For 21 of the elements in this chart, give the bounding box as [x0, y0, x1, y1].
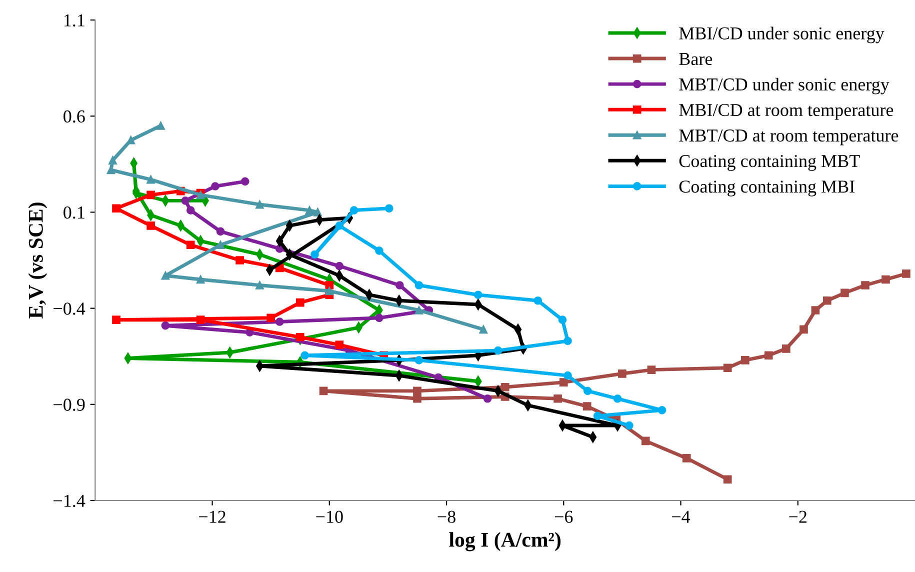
legend-label: Coating containing MBT	[679, 155, 860, 171]
legend-label: MBI/CD at room temperature	[679, 104, 894, 120]
x-tick-label: −8	[438, 510, 456, 523]
x-tick-label: −10	[316, 510, 343, 523]
x-tick-label: −12	[199, 510, 226, 523]
x-tick-label: −4	[672, 510, 690, 523]
legend-label: MBI/CD under sonic energy	[679, 26, 884, 44]
y-tick-label: 0.1	[64, 206, 84, 219]
y-tick-label: −1.4	[54, 494, 86, 508]
legend-label: Bare	[679, 53, 712, 66]
y-tick-label: −0.4	[54, 302, 86, 315]
y-tick-label: −0.9	[54, 398, 85, 411]
legend-label: MBT/CD under sonic energy	[679, 78, 890, 94]
x-tick-label: −2	[789, 510, 806, 523]
y-axis-title: E,V (vs SCE)	[28, 202, 48, 318]
legend-label: Coating containing MBI	[679, 180, 855, 196]
y-tick-label: 1.1	[64, 14, 84, 27]
x-tick-label: −6	[554, 510, 573, 523]
x-axis-title: log I (A/cm²)	[449, 532, 561, 552]
y-tick-label: 0.6	[64, 110, 85, 123]
legend-label: MBT/CD at room temperature	[679, 129, 898, 146]
